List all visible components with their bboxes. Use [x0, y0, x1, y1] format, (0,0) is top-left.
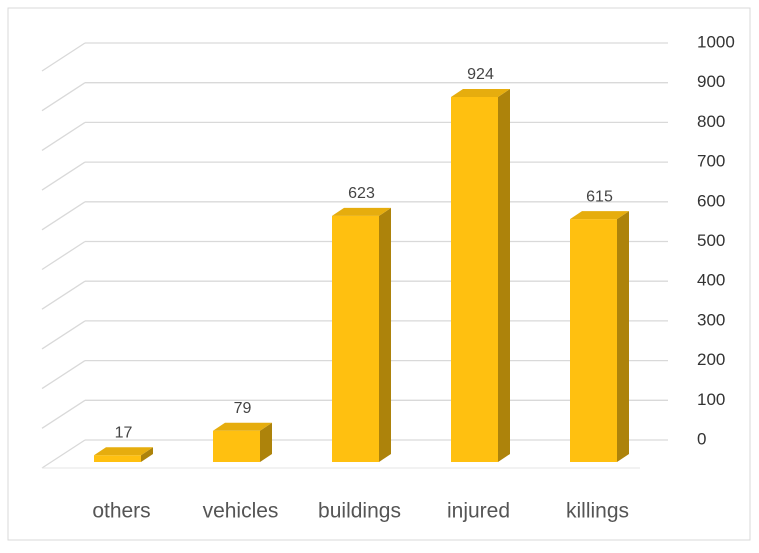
bar — [213, 422, 272, 462]
x-tick-label: injured — [447, 500, 510, 523]
data-label: 79 — [234, 400, 252, 417]
bar-front — [94, 455, 141, 462]
bar-side — [379, 207, 391, 462]
y-tick-label: 800 — [697, 112, 725, 131]
bar-top — [332, 207, 391, 216]
y-tick-label: 0 — [697, 429, 706, 448]
bar-front — [451, 97, 498, 463]
y-tick-label: 600 — [697, 191, 725, 210]
x-tick-label: others — [92, 500, 150, 523]
grid-line — [41, 82, 86, 112]
bar-top — [213, 422, 272, 431]
bar-side — [141, 447, 153, 462]
data-label: 623 — [348, 185, 375, 202]
y-tick-label: 700 — [697, 152, 725, 171]
grid-line — [41, 42, 86, 72]
bar-side — [617, 211, 629, 462]
data-label: 615 — [586, 188, 613, 205]
bar-top — [570, 211, 629, 220]
grid-line — [41, 121, 86, 151]
y-tick-label: 900 — [697, 72, 725, 91]
grid-line — [41, 240, 86, 271]
y-tick-label: 200 — [697, 350, 725, 369]
bar-top — [94, 447, 153, 456]
y-tick-label: 500 — [697, 231, 725, 250]
grid-line — [41, 201, 86, 231]
bar-top — [451, 89, 510, 98]
bar — [570, 211, 629, 462]
x-tick-label: buildings — [318, 500, 401, 523]
grid-line — [41, 320, 86, 350]
bar-front — [570, 219, 617, 462]
bar — [332, 207, 391, 462]
y-tick-label: 100 — [697, 390, 725, 409]
bar — [451, 89, 510, 463]
grid-line — [41, 161, 86, 191]
bar-side — [260, 422, 272, 462]
grid-line — [41, 399, 86, 429]
data-label: 17 — [115, 425, 133, 442]
grid-line — [41, 439, 86, 469]
grid-line — [41, 280, 86, 310]
x-tick-label: vehicles — [203, 500, 279, 523]
y-tick-label: 1000 — [697, 32, 735, 51]
grid-line — [41, 360, 86, 390]
bar — [94, 447, 153, 462]
y-tick-label: 400 — [697, 271, 725, 290]
y-tick-label: 300 — [697, 310, 725, 329]
bar-front — [332, 215, 379, 462]
x-tick-label: killings — [566, 500, 629, 523]
data-label: 924 — [467, 66, 494, 83]
bar-side — [498, 89, 510, 463]
bar-front — [213, 430, 260, 462]
